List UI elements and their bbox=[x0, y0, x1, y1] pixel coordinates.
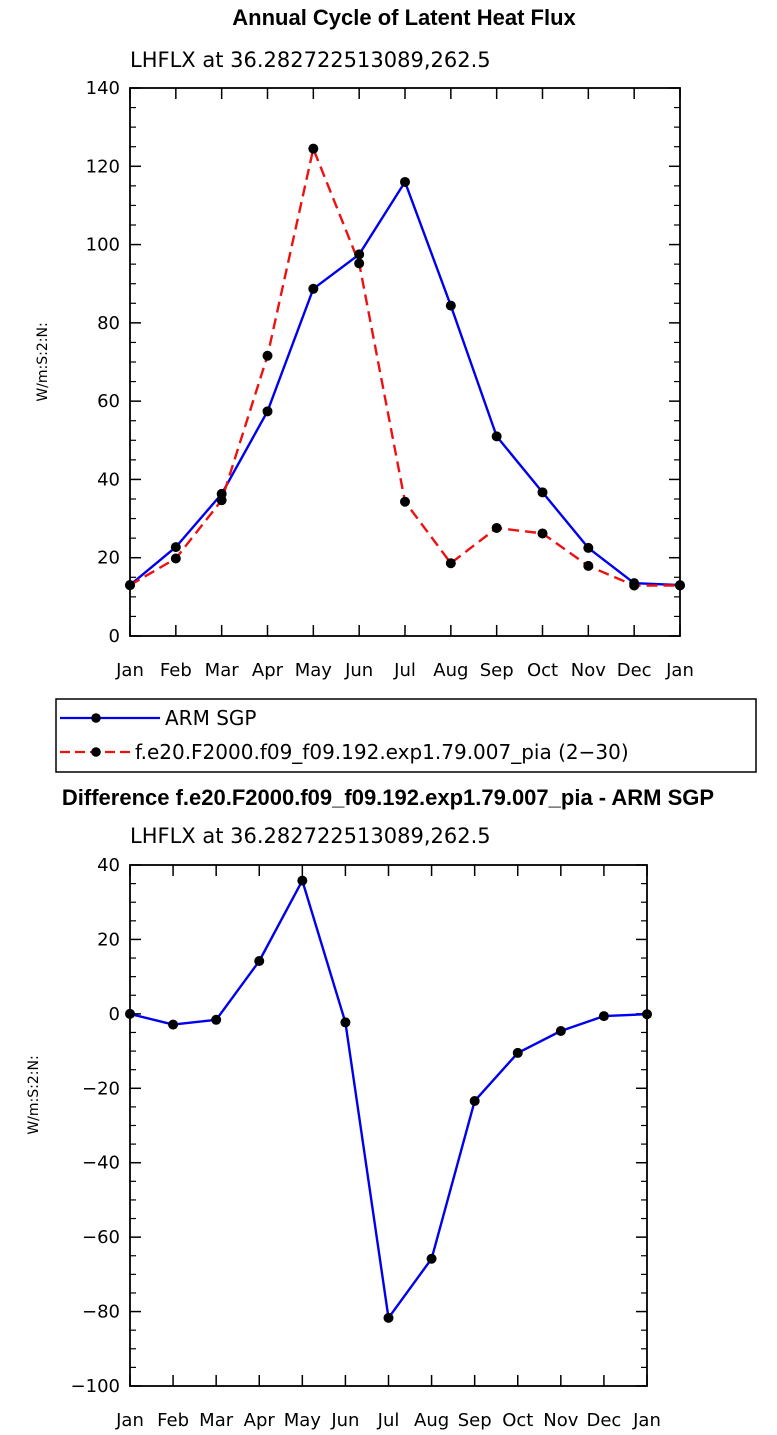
chart1-series-1-point bbox=[125, 580, 135, 591]
chart1-series-0-point bbox=[170, 542, 181, 553]
chart2-series-0-point bbox=[125, 1008, 135, 1019]
chart1-series-1-point bbox=[583, 560, 594, 571]
chart2-xtick-label: May bbox=[284, 1410, 322, 1431]
chart1-series-0-point bbox=[308, 283, 319, 294]
chart2-series-0-point bbox=[598, 1011, 609, 1022]
chart2-ytick-label: 20 bbox=[97, 929, 120, 950]
chart2-series-0-point bbox=[383, 1312, 394, 1323]
chart2-ytick-label: 40 bbox=[97, 855, 120, 876]
chart2-ytick-label: −60 bbox=[82, 1227, 120, 1248]
chart2-ytick-label: −100 bbox=[71, 1376, 120, 1397]
chart2-xtick-label: Jan bbox=[632, 1410, 661, 1431]
legend-label-arm: ARM SGP bbox=[165, 706, 256, 730]
chart2-title: Difference f.e20.F2000.f09_f09.192.exp1.… bbox=[62, 785, 714, 810]
chart2-xtick-label: Jul bbox=[377, 1410, 400, 1431]
legend-marker-arm bbox=[91, 713, 101, 723]
chart2-series-0-point bbox=[297, 875, 308, 886]
chart2-series-0-point bbox=[168, 1019, 179, 1030]
chart1-series-0-point bbox=[445, 300, 456, 311]
chart1-ytick-label: 20 bbox=[97, 548, 120, 569]
chart2-ytick-label: −20 bbox=[82, 1078, 120, 1099]
chart1-series-0-point bbox=[400, 176, 410, 187]
chart1-series-1-point bbox=[262, 350, 273, 361]
chart1-xtick-label: Jul bbox=[393, 660, 416, 681]
chart1-series-1-point bbox=[491, 522, 502, 533]
chart1-series-1-point bbox=[400, 496, 410, 507]
chart2-xtick-label: Jun bbox=[330, 1410, 359, 1431]
chart1-xtick-label: Jun bbox=[344, 660, 373, 681]
chart2-ytick-label: −80 bbox=[82, 1302, 120, 1323]
chart1-xtick-label: Nov bbox=[571, 660, 606, 681]
chart2-xtick-label: Oct bbox=[502, 1410, 533, 1431]
chart2-series-0-point bbox=[340, 1017, 351, 1028]
chart2-series-0-point bbox=[512, 1047, 523, 1058]
chart1-series-0-point bbox=[262, 406, 273, 417]
chart2-series-0-point bbox=[555, 1025, 566, 1036]
chart1-series-1-point bbox=[629, 580, 640, 591]
chart1-series-1-point bbox=[445, 558, 456, 569]
chart2-subtitle: LHFLX at 36.282722513089,262.5 bbox=[130, 824, 491, 848]
chart1-series-1-point bbox=[354, 258, 365, 269]
legend: ARM SGP f.e20.F2000.f09_f09.192.exp1.79.… bbox=[55, 698, 757, 773]
chart1-y-axis-label: W/m:S:2:N: bbox=[35, 322, 51, 401]
chart2-series-0-point bbox=[426, 1253, 437, 1264]
chart1-series-0-point bbox=[583, 542, 594, 553]
chart2-xtick-label: Jan bbox=[115, 1410, 144, 1431]
legend-label-model: f.e20.F2000.f09_f09.192.exp1.79.007_pia … bbox=[135, 740, 629, 764]
chart2-xtick-label: Sep bbox=[458, 1410, 492, 1431]
chart2-plot-frame bbox=[129, 864, 648, 1387]
chart1-xtick-label: Dec bbox=[617, 660, 652, 681]
chart1-ytick-label: 80 bbox=[97, 313, 120, 334]
chart1-series-1-point bbox=[537, 528, 548, 539]
chart1-series-line-1 bbox=[129, 147, 680, 587]
chart1-ytick-label: 120 bbox=[86, 156, 120, 177]
chart1-xtick-label: Mar bbox=[205, 660, 240, 681]
chart1-ytick-label: 140 bbox=[86, 78, 120, 99]
chart1-ytick-label: 60 bbox=[97, 391, 120, 412]
chart1-ytick-label: 0 bbox=[109, 626, 120, 647]
chart2-xtick-label: Aug bbox=[414, 1410, 449, 1431]
chart2-ytick-label: 0 bbox=[109, 1004, 120, 1025]
chart1-xtick-label: Sep bbox=[480, 660, 514, 681]
chart2-series-0-point bbox=[254, 956, 265, 967]
chart1-series-1-point bbox=[675, 580, 685, 591]
chart2-series-line-0 bbox=[129, 879, 648, 1320]
chart1-series-line-0 bbox=[129, 180, 681, 587]
legend-box bbox=[55, 698, 757, 773]
chart1-xtick-label: Aug bbox=[433, 660, 468, 681]
chart1-series-1-point bbox=[216, 495, 227, 506]
chart1-xtick-label: Apr bbox=[252, 660, 284, 681]
chart1-xtick-label: Jan bbox=[665, 660, 694, 681]
chart2-series-0-point bbox=[642, 1009, 652, 1020]
chart2-xtick-label: Dec bbox=[586, 1410, 621, 1431]
legend-marker-model bbox=[91, 747, 101, 757]
chart2-y-axis-label: W/m:S:2:N: bbox=[26, 1055, 42, 1134]
chart2-xtick-label: Mar bbox=[199, 1410, 234, 1431]
chart1-xtick-label: Oct bbox=[527, 660, 558, 681]
chart1-series-0-point bbox=[537, 487, 548, 498]
chart1-plot: 0 20 40 60 80 100 120 140 Jan Feb Mar Apr May Jun Jul A… bbox=[86, 78, 694, 681]
chart1-series-0-point bbox=[354, 249, 365, 260]
chart1-subtitle: LHFLX at 36.282722513089,262.5 bbox=[130, 48, 491, 72]
chart2-series-0-point bbox=[211, 1014, 222, 1025]
chart2-xtick-label: Apr bbox=[244, 1410, 276, 1431]
chart1-ytick-label: 40 bbox=[97, 469, 120, 490]
chart2-xtick-label: Feb bbox=[157, 1410, 189, 1431]
chart1-series-0-point bbox=[491, 431, 502, 442]
chart1-title: Annual Cycle of Latent Heat Flux bbox=[232, 5, 576, 30]
chart1-xtick-label: May bbox=[295, 660, 333, 681]
chart1-ytick-label: 100 bbox=[86, 235, 120, 256]
chart2-plot: −100 −80 −60 −40 −20 0 20 40 Jan Feb Mar Apr May Jun J… bbox=[71, 855, 661, 1431]
chart1-series-1-point bbox=[170, 553, 181, 564]
chart1-xtick-label: Jan bbox=[115, 660, 144, 681]
chart1-series-1-point bbox=[308, 143, 319, 154]
chart1-xtick-label: Feb bbox=[160, 660, 192, 681]
chart2-series-0-point bbox=[469, 1095, 480, 1106]
chart2-xtick-label: Nov bbox=[543, 1410, 578, 1431]
chart2-ytick-label: −40 bbox=[82, 1153, 120, 1174]
